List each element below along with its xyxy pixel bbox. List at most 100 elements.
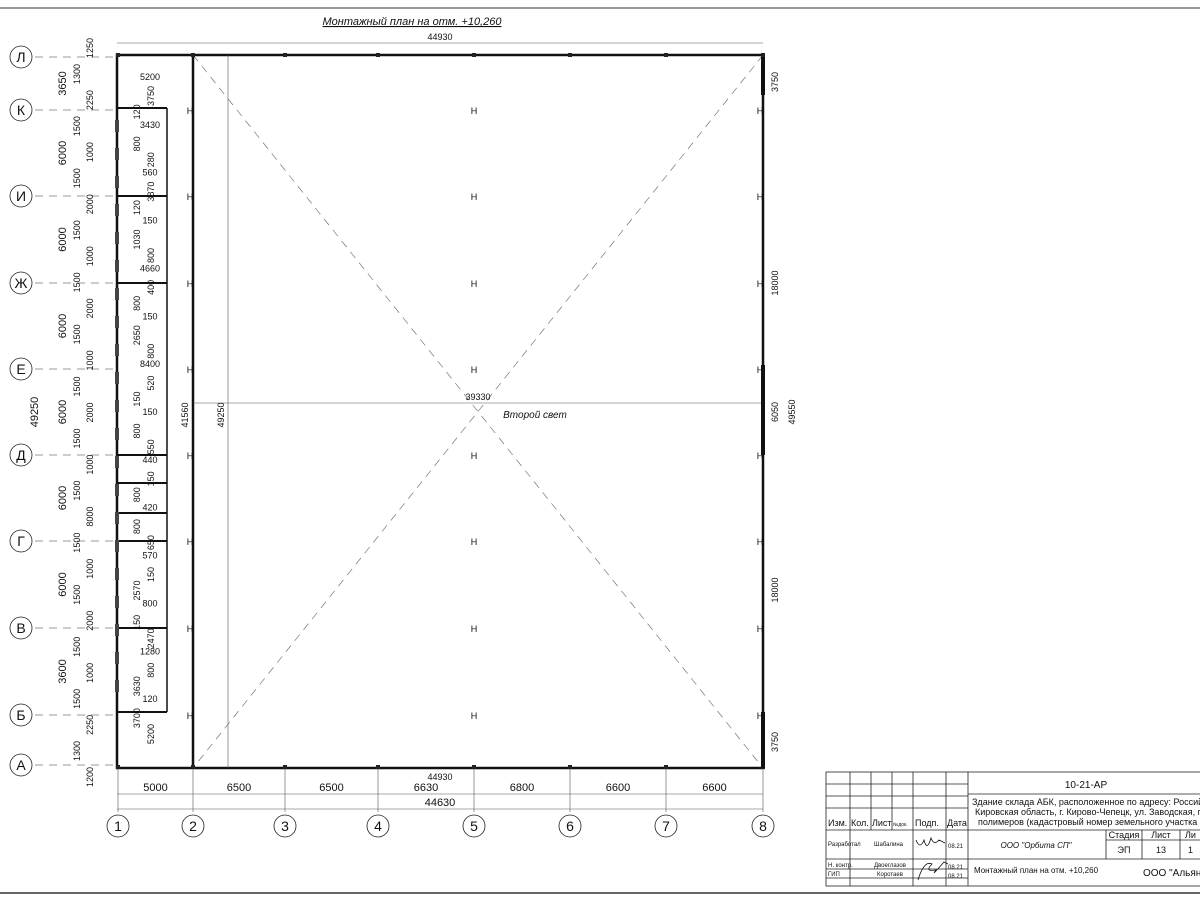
dim-bottom-span: 6630 [414,782,438,794]
dim-bottom-inner: 44930 [427,772,452,782]
axis-bubble [9,357,33,381]
axis-label-col: 5 [470,818,478,834]
dim-interior-label: 150 [132,392,142,407]
dim-interior-label: 800 [146,663,156,678]
dim-left-sub: 2000 [85,611,95,631]
column-top [283,53,287,57]
address-line-2: Кировская область, г. Кирово-Чепецк, ул.… [975,807,1200,817]
dim-interior-label: 1280 [140,646,160,656]
dim-interior-label: 3750 [146,86,156,106]
dim-left-sub: 1500 [72,376,82,396]
dim-interior-label: 2650 [132,325,142,345]
date-3: 08.21 [948,874,964,880]
axis-label-col: 7 [662,818,670,834]
dim-left-span: 6000 [57,400,69,424]
axis-bubble [9,529,33,553]
dim-interior-label: 2470 [146,628,156,648]
dim-left-span: 6000 [57,314,69,338]
column-marker: H [757,106,764,116]
column-bottom [376,765,380,769]
dim-interior-v2: 49250 [216,402,226,427]
dim-interior-label: 3700 [132,708,142,728]
column-marker: H [471,711,478,721]
name-2: Двоеглазов [874,863,906,869]
column-marker: H [757,192,764,202]
dim-left-sub: 1200 [85,767,95,787]
dim-left-sub: 1000 [85,350,95,370]
axis-bubble [273,814,297,838]
dim-interior-label: 150 [132,615,142,630]
dim-left-sub: 2250 [85,90,95,110]
header-kol: Кол. [851,818,869,828]
dim-left-span: 6000 [57,572,69,596]
organization: ООО "Орбита СП" [1000,841,1072,850]
role-2: Н. контр. [828,863,853,869]
column-bottom [191,765,195,769]
dim-interior-label: 800 [132,296,142,311]
column-marker: H [471,537,478,547]
dim-bottom-span: 6600 [606,782,630,794]
axis-bubble [9,271,33,295]
diagonal-2 [192,54,764,769]
dim-left-sub: 1000 [85,559,95,579]
axis-label-row: Е [16,361,25,377]
axis-label-row: Б [16,707,25,723]
column-top [568,53,572,57]
header-podp: Подп. [915,818,939,828]
dim-left-sub: 8000 [85,507,95,527]
dim-bottom-span: 6600 [702,782,726,794]
dim-left-total: 49250 [29,397,41,428]
header-list: Лист [872,818,892,828]
axis-bubble [9,45,33,69]
dim-right-span: 18000 [770,577,780,602]
dim-left-sub: 1500 [72,220,82,240]
dim-interior-label: 3430 [140,120,160,130]
dim-left-span: 6000 [57,141,69,165]
sheet-number: 13 [1156,845,1166,855]
name-1: Шабалина [874,842,904,848]
building-outline [115,53,765,770]
dim-interior-label: 400 [146,280,156,295]
column-marker: H [187,711,194,721]
dim-left-span: 3600 [57,659,69,683]
dim-interior-label: 4660 [140,263,160,273]
dim-left-sub: 1300 [72,741,82,761]
axis-label-row: Л [16,49,25,65]
axis-bubble [9,443,33,467]
dim-interior-label: 280 [146,152,156,167]
column-bottom [116,765,120,769]
axis-bubble [751,814,775,838]
dim-left-sub: 1500 [72,429,82,449]
column-marker: H [471,279,478,289]
dim-right-span: 3750 [770,72,780,92]
column-bottom [283,765,287,769]
column-marker: H [187,451,194,461]
column-top [191,53,195,57]
column-marker: H [187,537,194,547]
axis-label-col: 8 [759,818,767,834]
axis-label-col: 2 [189,818,197,834]
dim-interior-label: 150 [142,311,157,321]
dim-left-sub: 1500 [72,585,82,605]
dim-interior-label: 650 [146,535,156,550]
sheet-header: Лист [1151,830,1171,840]
axis-bubble [9,753,33,777]
drawing-title: Монтажный план на отм. +10,260 [323,16,503,28]
dim-left-sub: 1500 [72,481,82,501]
dim-left-sub: 2000 [85,298,95,318]
company: ООО "Альянс [1143,868,1200,879]
column-bottom [664,765,668,769]
dim-right-span: 3750 [770,732,780,752]
axis-bubble [558,814,582,838]
column-top [664,53,668,57]
header-date: Дата [947,818,967,828]
dim-interior-label: 150 [142,216,157,226]
room-label: Второй свет [503,410,567,421]
column-marker: H [187,192,194,202]
column-marker: H [187,106,194,116]
sheet-title: Монтажный план на отм. +10,260 [974,866,1099,875]
axis-label-row: В [16,620,25,636]
dim-left-sub: 1000 [85,246,95,266]
column-marker: H [757,624,764,634]
name-3: Коротаев [877,872,903,878]
